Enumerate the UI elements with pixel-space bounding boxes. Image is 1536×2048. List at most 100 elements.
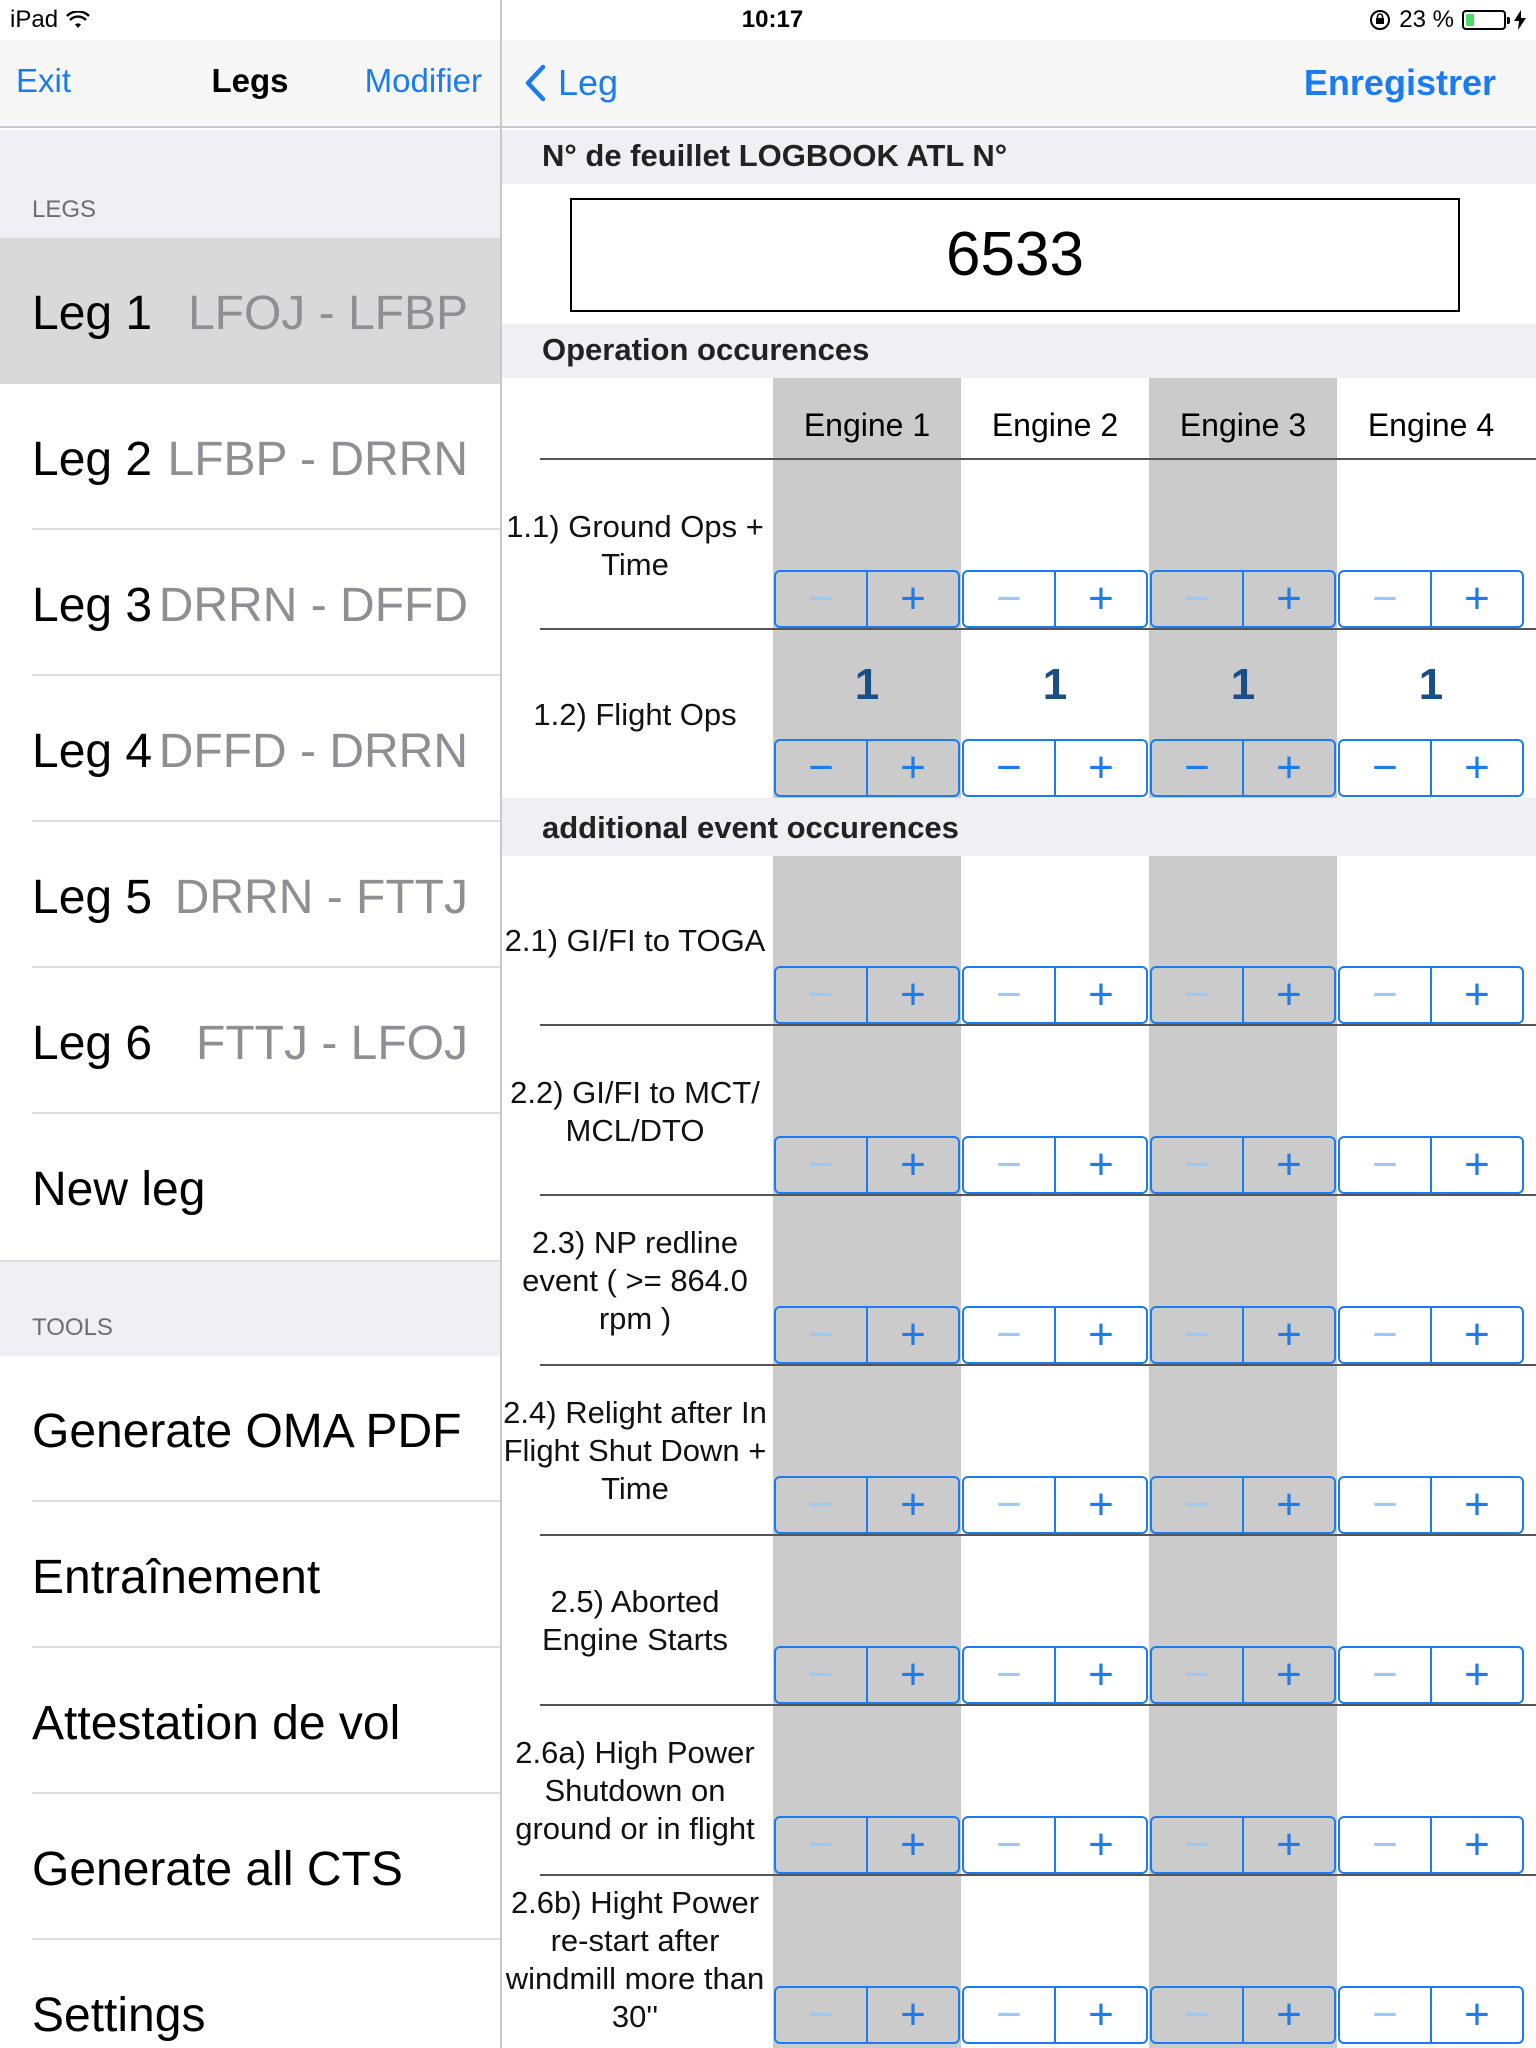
engine-1-stepper[interactable]: − + <box>774 1986 960 2044</box>
engine-2-stepper[interactable]: − + <box>962 1986 1148 2044</box>
engine-2-stepper[interactable]: − + <box>962 1646 1148 1704</box>
engine-4-stepper[interactable]: − + <box>1338 1986 1524 2044</box>
increment-button[interactable]: + <box>1276 574 1302 623</box>
leg-row[interactable]: Leg 4 DFFD - DRRN <box>0 676 500 822</box>
increment-button[interactable]: + <box>1088 1310 1114 1359</box>
tool-entrainement[interactable]: Entraînement <box>0 1502 500 1648</box>
decrement-button[interactable]: − <box>964 572 1056 626</box>
exit-button[interactable]: Exit <box>16 62 72 99</box>
save-button[interactable]: Enregistrer <box>1303 62 1496 103</box>
engine-4-stepper[interactable]: − + <box>1338 570 1524 628</box>
decrement-button[interactable]: − <box>776 1988 868 2042</box>
increment-button[interactable]: + <box>1464 1820 1490 1869</box>
decrement-button[interactable]: − <box>964 1308 1056 1362</box>
increment-button[interactable]: + <box>900 743 926 792</box>
engine-1-stepper[interactable]: − + <box>774 1816 960 1874</box>
increment-button[interactable]: + <box>1088 574 1114 623</box>
engine-2-stepper[interactable]: − + <box>962 739 1148 797</box>
decrement-button[interactable]: − <box>1340 1648 1432 1702</box>
engine-4-stepper[interactable]: − + <box>1338 1646 1524 1704</box>
increment-button[interactable]: + <box>900 1140 926 1189</box>
decrement-button[interactable]: − <box>1152 1138 1244 1192</box>
decrement-button[interactable]: − <box>964 1478 1056 1532</box>
decrement-button[interactable]: − <box>964 1648 1056 1702</box>
decrement-button[interactable]: − <box>1152 1988 1244 2042</box>
increment-button[interactable]: + <box>1088 1990 1114 2039</box>
decrement-button[interactable]: − <box>776 1308 868 1362</box>
engine-4-stepper[interactable]: − + <box>1338 1816 1524 1874</box>
increment-button[interactable]: + <box>900 1820 926 1869</box>
decrement-button[interactable]: − <box>1340 572 1432 626</box>
decrement-button[interactable]: − <box>1340 741 1432 795</box>
decrement-button[interactable]: − <box>776 1648 868 1702</box>
increment-button[interactable]: + <box>1276 1990 1302 2039</box>
decrement-button[interactable]: − <box>1152 741 1244 795</box>
increment-button[interactable]: + <box>1088 1140 1114 1189</box>
tool-settings[interactable]: Settings <box>0 1940 500 2048</box>
decrement-button[interactable]: − <box>1340 1988 1432 2042</box>
decrement-button[interactable]: − <box>1340 1138 1432 1192</box>
engine-4-stepper[interactable]: − + <box>1338 1306 1524 1364</box>
tool-generate-oma-pdf[interactable]: Generate OMA PDF <box>0 1356 500 1502</box>
increment-button[interactable]: + <box>1088 970 1114 1019</box>
increment-button[interactable]: + <box>1276 1650 1302 1699</box>
decrement-button[interactable]: − <box>964 741 1056 795</box>
engine-1-stepper[interactable]: − + <box>774 1646 960 1704</box>
new-leg-row[interactable]: New leg <box>0 1114 500 1260</box>
increment-button[interactable]: + <box>1276 743 1302 792</box>
engine-2-stepper[interactable]: − + <box>962 570 1148 628</box>
decrement-button[interactable]: − <box>776 1478 868 1532</box>
engine-3-stepper[interactable]: − + <box>1150 1136 1336 1194</box>
engine-4-stepper[interactable]: − + <box>1338 1136 1524 1194</box>
increment-button[interactable]: + <box>1464 1650 1490 1699</box>
engine-3-stepper[interactable]: − + <box>1150 1476 1336 1534</box>
increment-button[interactable]: + <box>1088 1480 1114 1529</box>
engine-3-stepper[interactable]: − + <box>1150 1986 1336 2044</box>
increment-button[interactable]: + <box>1276 1310 1302 1359</box>
engine-2-stepper[interactable]: − + <box>962 966 1148 1024</box>
increment-button[interactable]: + <box>900 1310 926 1359</box>
increment-button[interactable]: + <box>900 574 926 623</box>
engine-1-stepper[interactable]: − + <box>774 1136 960 1194</box>
decrement-button[interactable]: − <box>776 1818 868 1872</box>
leg-row[interactable]: Leg 6 FTTJ - LFOJ <box>0 968 500 1114</box>
decrement-button[interactable]: − <box>964 1818 1056 1872</box>
engine-4-stepper[interactable]: − + <box>1338 739 1524 797</box>
decrement-button[interactable]: − <box>1152 1648 1244 1702</box>
engine-2-stepper[interactable]: − + <box>962 1816 1148 1874</box>
increment-button[interactable]: + <box>1464 1310 1490 1359</box>
engine-3-stepper[interactable]: − + <box>1150 1306 1336 1364</box>
engine-3-stepper[interactable]: − + <box>1150 1816 1336 1874</box>
decrement-button[interactable]: − <box>1152 1308 1244 1362</box>
increment-button[interactable]: + <box>1088 743 1114 792</box>
increment-button[interactable]: + <box>1088 1820 1114 1869</box>
increment-button[interactable]: + <box>900 970 926 1019</box>
engine-2-stepper[interactable]: − + <box>962 1306 1148 1364</box>
engine-1-stepper[interactable]: − + <box>774 1306 960 1364</box>
increment-button[interactable]: + <box>1464 743 1490 792</box>
decrement-button[interactable]: − <box>1340 968 1432 1022</box>
engine-1-stepper[interactable]: − + <box>774 739 960 797</box>
leg-row[interactable]: Leg 3 DRRN - DFFD <box>0 530 500 676</box>
decrement-button[interactable]: − <box>1152 968 1244 1022</box>
increment-button[interactable]: + <box>1464 1990 1490 2039</box>
leg-row[interactable]: Leg 2 LFBP - DRRN <box>0 384 500 530</box>
decrement-button[interactable]: − <box>776 1138 868 1192</box>
increment-button[interactable]: + <box>1276 1140 1302 1189</box>
increment-button[interactable]: + <box>1276 970 1302 1019</box>
leg-row[interactable]: Leg 5 DRRN - FTTJ <box>0 822 500 968</box>
decrement-button[interactable]: − <box>964 1138 1056 1192</box>
engine-2-stepper[interactable]: − + <box>962 1476 1148 1534</box>
increment-button[interactable]: + <box>900 1650 926 1699</box>
engine-1-stepper[interactable]: − + <box>774 570 960 628</box>
logbook-number-field[interactable]: 6533 <box>570 198 1460 312</box>
decrement-button[interactable]: − <box>1340 1818 1432 1872</box>
engine-1-stepper[interactable]: − + <box>774 1476 960 1534</box>
engine-3-stepper[interactable]: − + <box>1150 570 1336 628</box>
increment-button[interactable]: + <box>1464 1480 1490 1529</box>
decrement-button[interactable]: − <box>1152 1478 1244 1532</box>
increment-button[interactable]: + <box>1276 1480 1302 1529</box>
increment-button[interactable]: + <box>1088 1650 1114 1699</box>
decrement-button[interactable]: − <box>776 741 868 795</box>
engine-2-stepper[interactable]: − + <box>962 1136 1148 1194</box>
